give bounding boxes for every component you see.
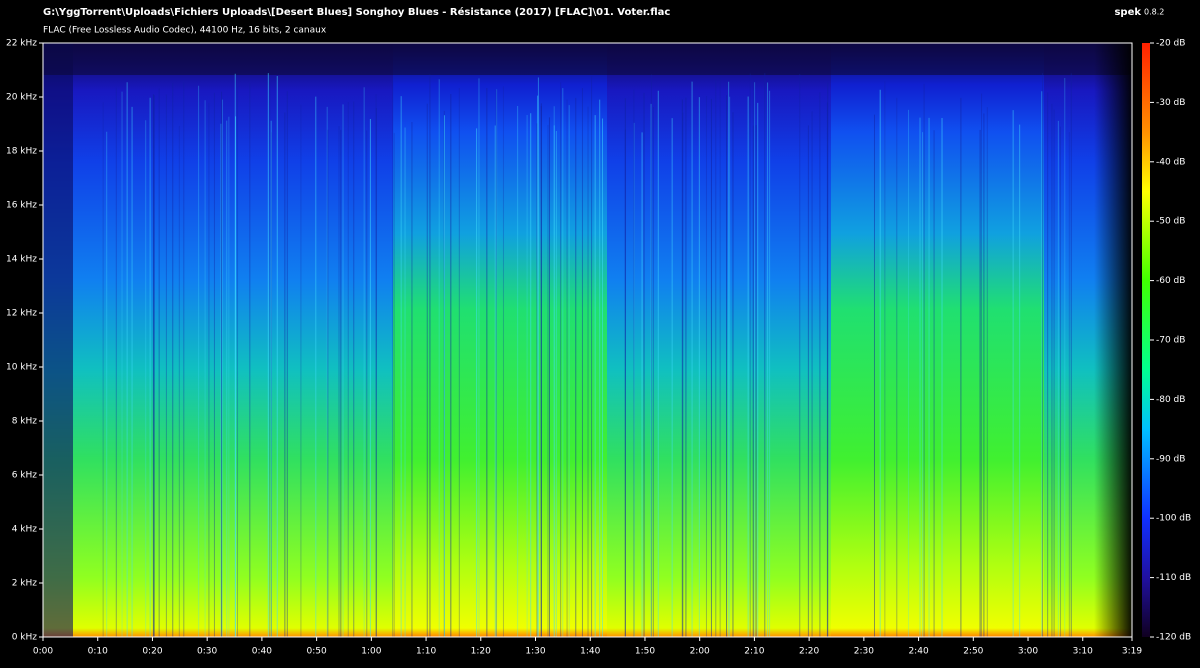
colorbar-tick-label: -50 dB bbox=[1156, 217, 1185, 227]
spectrum-intro bbox=[43, 43, 73, 637]
x-tick-label: 0:00 bbox=[33, 647, 53, 657]
x-tick-label: 0:10 bbox=[88, 647, 108, 657]
spectrum-region bbox=[831, 43, 1044, 637]
colorbar-tick-label: -30 dB bbox=[1156, 98, 1185, 108]
x-tick-label: 0:20 bbox=[142, 647, 162, 657]
colorbar-tick-label: -60 dB bbox=[1156, 276, 1185, 286]
spectrum-region bbox=[393, 43, 607, 637]
colorbar-tick-label: -40 dB bbox=[1156, 157, 1185, 167]
streaks bbox=[102, 73, 1072, 637]
x-tick-label: 0:40 bbox=[252, 647, 272, 657]
x-tick-label: 3:10 bbox=[1073, 647, 1093, 657]
app-version: 0.8.2 bbox=[1144, 8, 1164, 17]
x-tick-label: 2:50 bbox=[963, 647, 983, 657]
y-tick-label: 14 kHz bbox=[6, 255, 37, 265]
colorbar-tick-label: -70 dB bbox=[1156, 336, 1185, 346]
y-tick-label: 2 kHz bbox=[12, 579, 38, 589]
x-tick-label: 2:40 bbox=[908, 647, 928, 657]
x-tick-label: 1:30 bbox=[525, 647, 545, 657]
x-tick-label: 0:50 bbox=[307, 647, 327, 657]
colorbar-tick-label: -90 dB bbox=[1156, 454, 1185, 464]
spectrum-top bbox=[43, 43, 1132, 75]
colorbar-tick-label: -110 dB bbox=[1156, 573, 1191, 583]
y-tick-label: 6 kHz bbox=[12, 471, 38, 481]
y-tick-label: 4 kHz bbox=[12, 525, 38, 535]
y-tick-label: 12 kHz bbox=[6, 309, 37, 319]
x-tick-label: 2:10 bbox=[744, 647, 764, 657]
file-path: G:\YggTorrent\Uploads\Fichiers Uploads\[… bbox=[43, 6, 670, 18]
spectrogram bbox=[43, 43, 1132, 637]
y-tick-label: 20 kHz bbox=[6, 93, 37, 103]
y-tick-label: 22 kHz bbox=[6, 39, 37, 49]
x-tick-label: 1:10 bbox=[416, 647, 436, 657]
x-tick-label: 1:00 bbox=[361, 647, 381, 657]
x-tick-label: 2:00 bbox=[690, 647, 710, 657]
y-tick-label: 18 kHz bbox=[6, 147, 37, 157]
file-format: FLAC (Free Lossless Audio Codec), 44100 … bbox=[43, 26, 327, 36]
colorbar bbox=[1142, 43, 1150, 637]
y-tick-label: 8 kHz bbox=[12, 417, 38, 427]
x-tick-label: 3:19 bbox=[1122, 647, 1142, 657]
y-tick-label: 0 kHz bbox=[12, 633, 38, 643]
x-tick-label: 2:20 bbox=[799, 647, 819, 657]
colorbar-tick-label: -120 dB bbox=[1156, 633, 1191, 643]
y-tick-label: 16 kHz bbox=[6, 201, 37, 211]
colorbar-tick-label: -80 dB bbox=[1156, 395, 1185, 405]
x-tick-label: 1:20 bbox=[471, 647, 491, 657]
colorbar-tick-label: -100 dB bbox=[1156, 514, 1191, 524]
x-tick-label: 3:00 bbox=[1018, 647, 1038, 657]
plot-frame bbox=[42, 42, 1133, 638]
app-name: spek bbox=[1114, 7, 1141, 18]
y-tick-label: 10 kHz bbox=[6, 363, 37, 373]
x-tick-label: 0:30 bbox=[197, 647, 217, 657]
x-tick-label: 1:40 bbox=[580, 647, 600, 657]
spectrum-fade bbox=[1094, 43, 1132, 637]
x-tick-label: 1:50 bbox=[635, 647, 655, 657]
colorbar-tick-label: -20 dB bbox=[1156, 39, 1185, 49]
x-tick-label: 2:30 bbox=[854, 647, 874, 657]
